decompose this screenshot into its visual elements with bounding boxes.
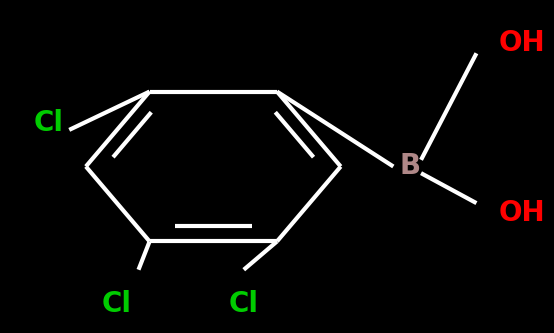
Text: OH: OH: [499, 199, 545, 227]
Text: Cl: Cl: [229, 290, 259, 318]
Text: Cl: Cl: [33, 109, 63, 137]
Text: OH: OH: [499, 29, 545, 57]
Text: B: B: [399, 153, 420, 180]
Text: Cl: Cl: [101, 290, 131, 318]
